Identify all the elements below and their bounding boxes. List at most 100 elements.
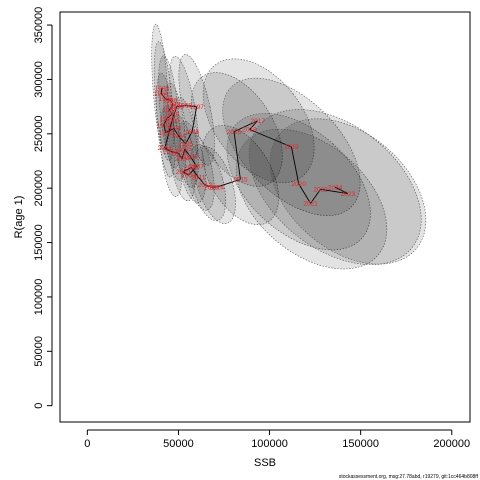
year-label: 2011 xyxy=(191,175,205,182)
trajectory-segment xyxy=(188,166,197,176)
confidence-ellipse xyxy=(201,125,279,226)
trajectory-segment xyxy=(233,120,258,133)
trajectory-segment xyxy=(320,188,348,195)
year-label: 2000 xyxy=(165,118,180,125)
year-label: 2020 xyxy=(291,181,306,188)
trajectory-segment xyxy=(249,120,259,130)
trajectory-segment xyxy=(233,131,241,180)
trajectory-lines xyxy=(160,88,349,204)
y-tick-label: 200000 xyxy=(33,170,45,207)
confidence-ellipse xyxy=(190,72,283,187)
confidence-ellipse xyxy=(202,58,315,183)
year-label: 1998 xyxy=(178,103,193,110)
year-label: 2021 xyxy=(303,201,318,208)
trajectory-segment xyxy=(165,98,171,101)
year-label: 1993 xyxy=(167,126,182,133)
year-label: 2007 xyxy=(189,164,204,171)
year-label: 1989 xyxy=(165,111,180,118)
trajectory-segment xyxy=(198,177,206,186)
trajectory-segment xyxy=(160,93,167,100)
confidence-ellipse xyxy=(151,23,170,151)
year-label: 1986 xyxy=(163,97,178,104)
year-label: 2022 xyxy=(313,186,328,193)
y-tick-label: 150000 xyxy=(33,224,45,261)
trajectory-segment xyxy=(184,148,191,157)
trajectory-segment xyxy=(185,131,193,144)
trajectory-segment xyxy=(181,148,186,159)
trajectory-segment xyxy=(204,184,212,188)
trajectory-segment xyxy=(176,105,185,108)
trajectory-segment xyxy=(168,109,173,115)
y-tick-label: 50000 xyxy=(33,336,45,367)
trajectory-segment xyxy=(182,167,192,173)
year-label: 2014 xyxy=(209,184,224,191)
trajectory-segment xyxy=(170,150,179,154)
trajectory-segment xyxy=(249,129,292,148)
trajectory-segment xyxy=(310,189,321,204)
trajectory-segment xyxy=(164,147,171,152)
confidence-ellipse xyxy=(193,145,236,224)
trajectory-segment xyxy=(216,179,241,188)
footer-note: stockassessment.org, msg:27.78abd, r1927… xyxy=(339,474,479,480)
trajectory-segment xyxy=(334,186,349,195)
year-label: 2005 xyxy=(178,146,193,153)
year-label: 2016 xyxy=(227,129,242,136)
year-label: 2017 xyxy=(250,118,265,125)
year-label: 1994 xyxy=(171,133,186,140)
x-tick-label: 0 xyxy=(84,438,90,450)
x-tick-label: 150000 xyxy=(342,438,379,450)
year-label: 2013 xyxy=(204,184,219,191)
trajectory-segment xyxy=(171,106,178,121)
year-label: 2010 xyxy=(184,165,199,172)
x-axis: 0 50000 100000 150000 200000 xyxy=(84,429,470,450)
year-label: 1997 xyxy=(189,104,204,111)
year-label: 2018 xyxy=(242,127,257,134)
trajectory-segment xyxy=(191,106,198,132)
year-label: 2002 xyxy=(163,148,178,155)
x-axis-title: SSB xyxy=(254,457,276,469)
confidence-ellipse xyxy=(269,118,427,265)
year-label: 2023 xyxy=(341,191,356,198)
plot-frame xyxy=(59,11,471,423)
year-label: 2015 xyxy=(233,177,248,184)
year-label: 1995 xyxy=(178,141,193,148)
y-axis: 0 50000 100000 150000 200000 250000 300000 3500… xyxy=(33,7,53,409)
y-axis-title: R(age 1) xyxy=(13,196,25,239)
year-label: 1999 xyxy=(169,104,184,111)
y-tick-label: 300000 xyxy=(33,61,45,98)
trajectory-segment xyxy=(163,118,168,126)
trajectory-segment xyxy=(173,128,179,137)
trajectory-segment xyxy=(182,171,189,176)
x-tick-label: 100000 xyxy=(251,438,288,450)
year-label: 1987 xyxy=(166,102,181,109)
trajectory-segment xyxy=(169,99,174,105)
year-label: 1984 xyxy=(154,91,169,98)
confidence-ellipse xyxy=(182,131,215,211)
trajectory-segment xyxy=(164,120,173,149)
year-label: 1991 xyxy=(157,122,172,129)
y-tick-label: 0 xyxy=(33,403,45,409)
y-tick-label: 350000 xyxy=(33,7,45,44)
trajectory-segment xyxy=(298,183,311,204)
year-labels: 1983198419851986198719881989199019911992… xyxy=(154,85,356,207)
year-label: 2024 xyxy=(328,184,343,191)
year-label: 1983 xyxy=(155,85,170,92)
year-label: 2009 xyxy=(176,169,191,176)
trajectory-segment xyxy=(189,156,198,167)
trajectory-segment xyxy=(160,88,163,94)
x-tick-label: 50000 xyxy=(163,438,194,450)
trajectory-segment xyxy=(290,146,300,184)
year-label: 2004 xyxy=(175,156,190,163)
year-label: 1985 xyxy=(158,96,173,103)
confidence-ellipse xyxy=(189,144,226,222)
trajectory-segment xyxy=(163,124,167,133)
trajectory-segment xyxy=(190,167,199,178)
year-label: 2008 xyxy=(181,172,196,179)
year-label: 1996 xyxy=(185,129,200,136)
year-label: 1992 xyxy=(158,130,173,137)
trajectory-segment xyxy=(184,105,197,108)
y-tick-label: 250000 xyxy=(33,115,45,152)
year-label: 2012 xyxy=(198,182,213,189)
